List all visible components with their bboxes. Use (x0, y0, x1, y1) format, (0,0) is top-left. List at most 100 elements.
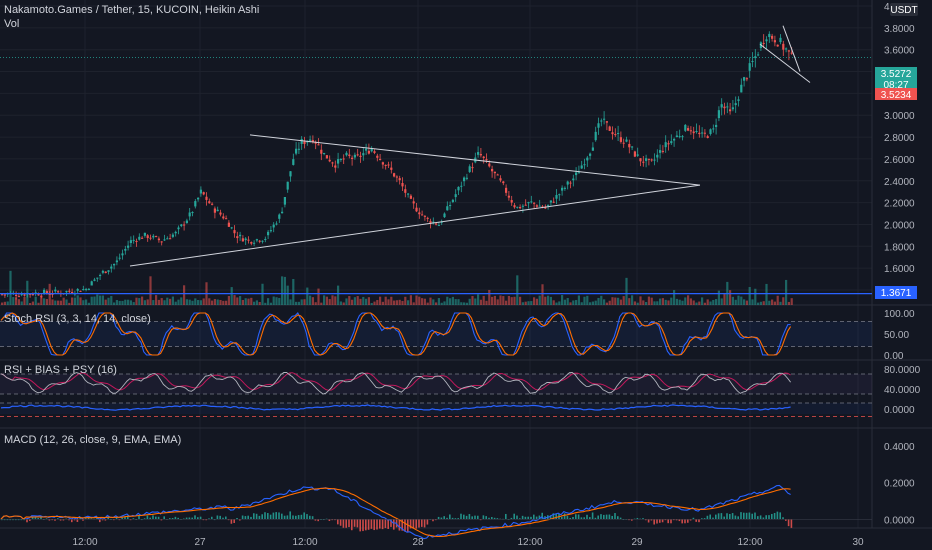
macd-histogram-bar (572, 516, 574, 520)
macd-histogram-bar (437, 516, 440, 520)
candle-body (485, 159, 488, 161)
volume-bar (754, 288, 757, 305)
candle-body (591, 147, 594, 151)
macd-histogram-bar (155, 516, 157, 520)
volume-bar (334, 296, 337, 305)
macd-histogram-bar (631, 519, 633, 521)
macd-legend[interactable]: MACD (12, 26, close, 9, EMA, EMA) (4, 434, 182, 446)
macd-histogram-bar (421, 519, 423, 527)
macd-histogram-bar (57, 518, 59, 520)
macd-histogram-bar (339, 519, 342, 526)
candle-body (250, 242, 253, 244)
candle-body (31, 294, 34, 296)
volume-bar (603, 299, 606, 305)
volume-bar (73, 297, 76, 305)
volume-bar (586, 295, 589, 305)
candle-body (43, 289, 46, 294)
candle-body (583, 164, 586, 166)
volume-bar (524, 301, 527, 305)
macd-histogram-bar (342, 519, 345, 528)
macd-histogram-bar (720, 513, 723, 520)
candle-body (331, 162, 334, 164)
macd-histogram-bar (104, 519, 107, 521)
macd-histogram-bar (205, 519, 207, 521)
volume-bar (418, 296, 421, 305)
candle-body (701, 132, 704, 134)
prev-price-badge (875, 88, 917, 100)
macd-histogram-bar (779, 512, 781, 520)
candle-body (239, 234, 242, 237)
candle-body (471, 167, 474, 169)
volume-bar (387, 299, 390, 305)
macd-histogram-bar (583, 517, 585, 520)
macd-histogram-bar (667, 519, 669, 524)
candle-body (737, 99, 740, 101)
rsi-bias-psy-legend[interactable]: RSI + BIAS + PSY (16) (4, 364, 117, 376)
volume-bar (463, 302, 466, 305)
candle-body (493, 171, 496, 174)
volume-bar (533, 297, 536, 305)
macd-histogram-bar (600, 514, 602, 520)
candle-body (709, 129, 712, 135)
volume-bar (650, 297, 653, 305)
volume-bar (384, 296, 387, 305)
volume-bar (703, 302, 706, 305)
candle-body (558, 194, 561, 196)
macd-histogram-bar (387, 519, 389, 529)
currency-badge[interactable] (890, 3, 918, 16)
volume-bar (561, 295, 564, 305)
symbol-legend[interactable]: Nakamoto.Games / Tether, 15, KUCOIN, Hei… (4, 4, 260, 16)
candle-body (3, 294, 6, 296)
macd-histogram-bar (275, 512, 277, 520)
volume-bar (135, 297, 138, 305)
volume-bar (432, 299, 435, 305)
macd-histogram-bar (54, 519, 56, 521)
volume-legend[interactable]: Vol (4, 18, 20, 30)
time-tick-label: 30 (852, 537, 864, 548)
candle-body (650, 159, 653, 161)
volume-bar (227, 295, 230, 305)
macd-histogram-bar (138, 515, 140, 520)
candle-body (289, 171, 292, 177)
stoch-rsi-legend[interactable]: Stoch RSI (3, 3, 14, 14, close) (4, 313, 151, 325)
macd-histogram-bar (292, 515, 294, 520)
volume-bar (258, 302, 261, 305)
volume-bar (295, 301, 298, 305)
candle-body (325, 155, 328, 159)
candle-body (491, 168, 494, 172)
macd-histogram-bar (642, 518, 644, 520)
trendlines[interactable] (129, 25, 811, 267)
candle-body (740, 84, 743, 93)
candle-body (513, 205, 516, 208)
time-tick-label: 12:00 (292, 537, 317, 548)
volume-bar (45, 299, 48, 305)
candle-body (202, 192, 205, 195)
stoch-tick-label: 100.00 (884, 309, 915, 320)
macd-histogram-bar (124, 516, 126, 520)
rsi-tick-label: 40.0000 (884, 385, 921, 396)
macd-histogram-bar (611, 515, 613, 520)
candle-body (611, 132, 614, 135)
macd-histogram-bar (435, 519, 437, 521)
volume-bar (155, 295, 158, 305)
volume-bar (611, 297, 614, 305)
candle-body (90, 281, 93, 286)
candle-body (390, 167, 393, 170)
candle-body (367, 150, 370, 154)
candle-body (636, 154, 639, 156)
volume-bar (314, 302, 317, 305)
time-axis[interactable]: 12:00 27 12:00 28 12:00 29 12:00 30 (72, 537, 864, 548)
macd-histogram-bar (617, 516, 619, 520)
macd-histogram-bar (71, 519, 73, 523)
macd-histogram-bar (45, 518, 48, 520)
candle-body (614, 134, 617, 136)
volume-bar (359, 298, 362, 305)
macd-histogram-bar (687, 519, 689, 523)
candle-body (524, 204, 527, 206)
macd-histogram-bar (673, 519, 675, 521)
candle-body (785, 48, 788, 50)
volume-bar (645, 301, 648, 305)
candle-body (180, 224, 183, 227)
volume-bar (723, 294, 726, 305)
